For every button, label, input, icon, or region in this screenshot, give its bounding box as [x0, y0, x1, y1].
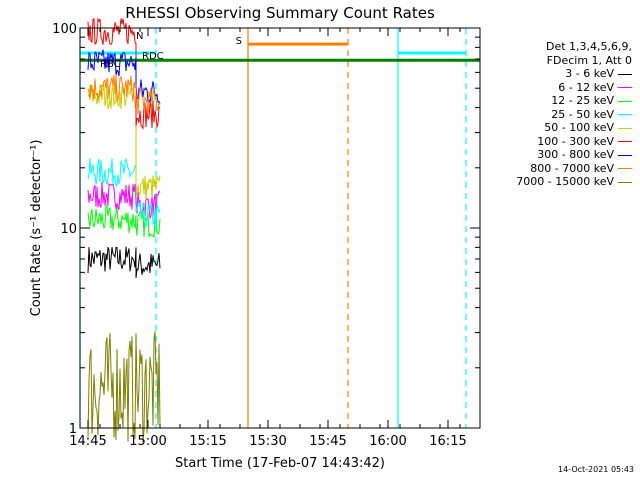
annotation-0: N [136, 31, 143, 42]
legend-label: 6 - 12 keV [558, 80, 614, 94]
x-tick-label-6: 16:15 [429, 434, 466, 449]
legend-header-1: Det 1,3,4,5,6,9, [545, 40, 632, 53]
legend-item-4: 50 - 100 keV [516, 121, 632, 135]
annotation-3: RBC [100, 59, 121, 70]
legend-swatch [618, 181, 632, 183]
legend-swatch [618, 100, 632, 102]
legend-item-8: 7000 - 15000 keV [516, 175, 632, 189]
legend-swatch [618, 141, 632, 142]
legend-header-2: FDecim 1, Att 0 [546, 53, 632, 67]
legend: Det 1,3,4,5,6,9, FDecim 1, Att 0 3 - 6 k… [516, 40, 632, 189]
legend-label: 100 - 300 keV [537, 134, 614, 148]
series-0-line [87, 246, 161, 278]
x-tick-label-4: 15:45 [309, 434, 346, 449]
legend-label: 7000 - 15000 keV [516, 175, 614, 188]
chart-title: RHESSI Observing Summary Count Rates [125, 4, 435, 22]
legend-swatch [618, 114, 632, 115]
legend-swatch [618, 87, 632, 88]
annotation-2: S [236, 36, 242, 47]
legend-label: 50 - 100 keV [544, 121, 614, 134]
annotation-1: RDC [142, 51, 164, 62]
timestamp: 14-Oct-2021 05:43 [558, 465, 634, 474]
series-6-line [87, 49, 161, 105]
series-8-line [87, 331, 161, 443]
y-tick-label-1: 10 [60, 222, 77, 237]
legend-swatch [618, 127, 632, 129]
legend-label: 800 - 7000 keV [530, 161, 614, 175]
series-3-line [87, 157, 161, 228]
legend-swatch [618, 168, 632, 169]
series-4-line [87, 82, 161, 200]
legend-item-6: 300 - 800 keV [516, 148, 632, 162]
y-tick-label-0: 1 [69, 422, 77, 437]
x-tick-label-3: 15:30 [249, 434, 286, 449]
y-tick-label-2: 100 [52, 22, 77, 37]
series-5-line [87, 17, 161, 130]
x-tick-label-1: 15:00 [129, 434, 166, 449]
series-7-line [87, 74, 161, 115]
legend-label: 3 - 6 keV [565, 67, 614, 80]
plot-area: N RDC S RBC [79, 17, 480, 443]
legend-swatch [618, 73, 632, 75]
legend-item-7: 800 - 7000 keV [516, 162, 632, 176]
y-axis-label: Count Rate (s⁻¹ detector⁻¹) [29, 140, 44, 317]
legend-item-2: 12 - 25 keV [516, 94, 632, 108]
legend-item-0: 3 - 6 keV [516, 67, 632, 81]
axis-ticks: 14:45 15:00 15:15 15:30 15:45 16:00 16:15 1 10 10… [52, 22, 481, 449]
legend-item-3: 25 - 50 keV [516, 108, 632, 122]
legend-item-5: 100 - 300 keV [516, 135, 632, 149]
legend-label: 12 - 25 keV [551, 94, 614, 107]
legend-label: 300 - 800 keV [537, 148, 614, 161]
x-tick-label-0: 14:45 [69, 434, 106, 449]
series-1-line [87, 181, 161, 219]
legend-item-1: 6 - 12 keV [516, 81, 632, 95]
legend-entries: 3 - 6 keV 6 - 12 keV 12 - 25 keV 25 - 50 ke… [516, 67, 632, 189]
legend-swatch [618, 154, 632, 156]
x-tick-label-5: 16:00 [369, 434, 406, 449]
legend-label: 25 - 50 keV [551, 107, 614, 121]
x-axis-label: Start Time (17-Feb-07 14:43:42) [175, 456, 385, 471]
x-tick-label-2: 15:15 [189, 434, 226, 449]
